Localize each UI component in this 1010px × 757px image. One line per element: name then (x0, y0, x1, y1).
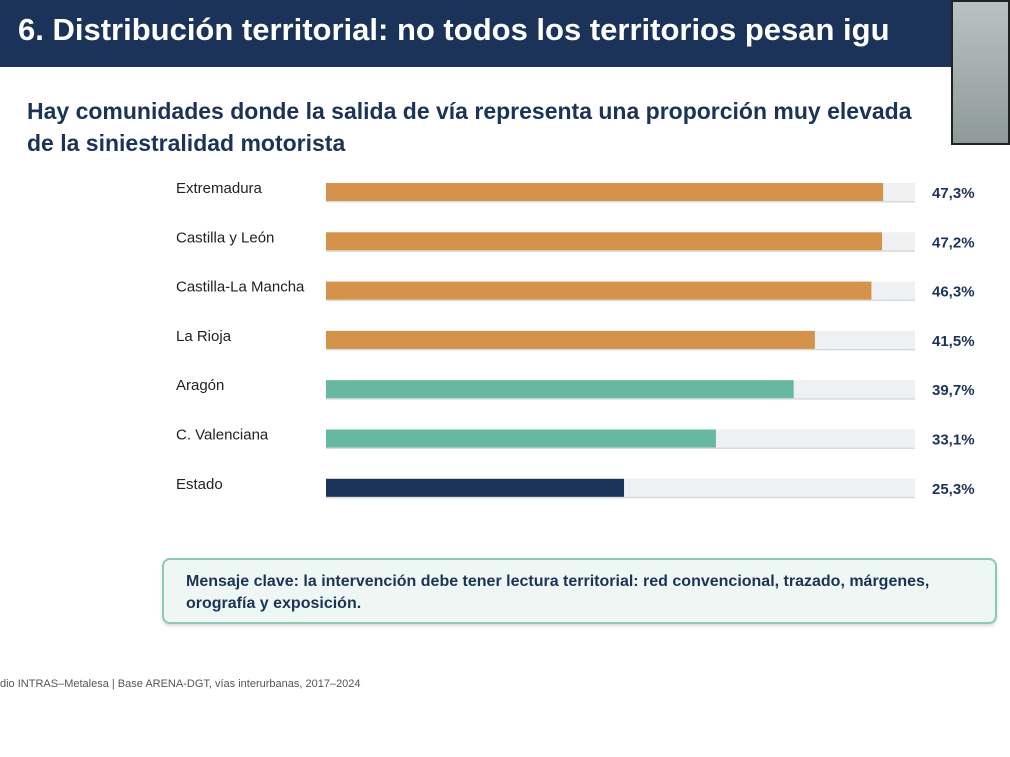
category-label: La Rioja (176, 328, 232, 345)
value-label: 39,7% (932, 382, 975, 399)
bar (326, 380, 794, 399)
value-label: 25,3% (932, 481, 975, 498)
category-label: C. Valenciana (176, 426, 269, 443)
bar (326, 478, 625, 497)
bar (326, 330, 815, 349)
category-label: Castilla-La Mancha (176, 279, 305, 296)
value-label: 46,3% (932, 284, 975, 301)
value-label: 47,2% (932, 234, 975, 251)
webcam-overlay (951, 0, 1010, 145)
value-label: 41,5% (932, 333, 975, 350)
header-title: 6. Distribución territorial: no todos lo… (18, 12, 890, 47)
key-message: Mensaje clave: la intervención debe tene… (162, 558, 997, 624)
footer: dio INTRAS–Metalesa | Base ARENA-DGT, ví… (0, 678, 361, 690)
chart-title: Hay comunidades donde la salida de vía r… (27, 98, 912, 156)
header: 6. Distribución territorial: no todos lo… (0, 0, 1010, 67)
category-label: Castilla y León (176, 229, 274, 246)
bar (326, 232, 883, 251)
chart: Extremadura 47,3% Castilla y León 47,2% Cast… (176, 180, 975, 499)
category-label: Extremadura (176, 180, 263, 197)
bar (326, 183, 884, 201)
category-label: Aragón (176, 377, 224, 394)
bar (326, 281, 872, 300)
bar (326, 429, 716, 448)
value-label: 33,1% (932, 431, 975, 448)
category-label: Estado (176, 476, 223, 493)
value-label: 47,3% (932, 185, 975, 202)
